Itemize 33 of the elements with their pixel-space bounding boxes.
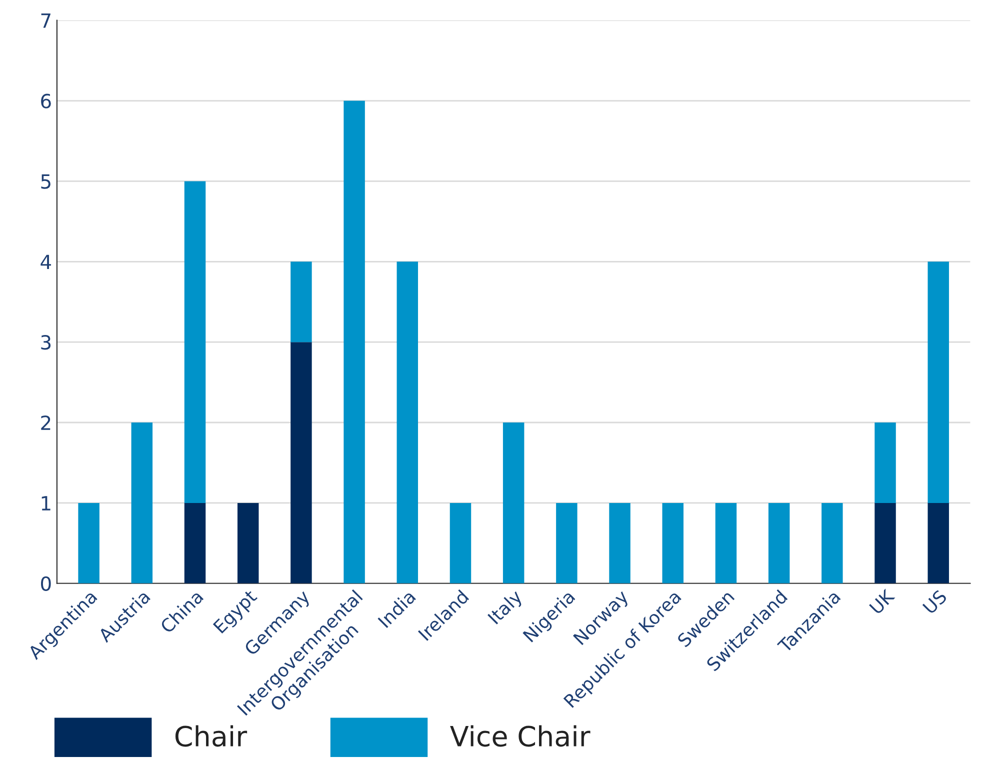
bar bbox=[662, 502, 684, 584]
y-tick-label: 2 bbox=[41, 415, 50, 430]
bar bbox=[131, 422, 153, 584]
bar bbox=[768, 502, 790, 584]
bar bbox=[290, 342, 312, 584]
y-tick-label: 1 bbox=[42, 496, 50, 510]
legend-label: Chair bbox=[175, 725, 248, 747]
x-tick-label: UK bbox=[869, 588, 896, 615]
bar bbox=[715, 502, 737, 584]
x-tick-label: US bbox=[922, 589, 948, 614]
bar bbox=[78, 502, 100, 584]
bar bbox=[502, 422, 524, 584]
bar bbox=[556, 502, 578, 584]
bar bbox=[396, 262, 418, 584]
bar bbox=[928, 502, 949, 584]
bar bbox=[344, 100, 365, 584]
bar bbox=[822, 502, 843, 584]
bar bbox=[609, 502, 630, 584]
bar bbox=[874, 502, 896, 584]
bar bbox=[184, 181, 206, 503]
bar bbox=[450, 502, 472, 584]
legend-label: Vice Chair bbox=[450, 725, 590, 747]
y-tick-label: 7 bbox=[41, 14, 50, 28]
y-tick-label: 5 bbox=[41, 174, 50, 189]
bar bbox=[290, 262, 312, 342]
y-tick-label: 3 bbox=[41, 335, 51, 350]
y-tick-label: 6 bbox=[41, 94, 51, 108]
bar bbox=[184, 502, 206, 584]
bar bbox=[928, 262, 949, 503]
bar bbox=[237, 502, 259, 584]
y-tick-label: 0 bbox=[41, 576, 51, 592]
y-tick-label: 4 bbox=[40, 254, 52, 270]
bar bbox=[874, 422, 896, 503]
